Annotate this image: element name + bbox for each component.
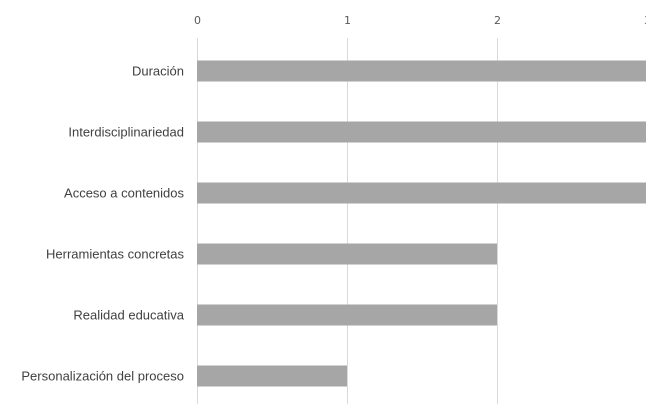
category-label-4: Realidad educativa bbox=[73, 308, 184, 323]
bars bbox=[197, 60, 646, 387]
x-axis-tick-labels: 0 1 2 3 bbox=[194, 14, 646, 27]
bar-4 bbox=[197, 304, 497, 326]
category-label-5: Personalización del proceso bbox=[21, 369, 184, 384]
bar-5 bbox=[197, 365, 347, 387]
category-label-2: Acceso a contenidos bbox=[64, 186, 184, 201]
x-tick-label-3: 3 bbox=[644, 14, 646, 27]
x-tick-label-2: 2 bbox=[494, 14, 501, 27]
bar-2 bbox=[197, 182, 646, 204]
category-label-1: Interdisciplinariedad bbox=[68, 125, 184, 140]
x-tick-label-0: 0 bbox=[194, 14, 201, 27]
category-label-3: Herramientas concretas bbox=[46, 247, 184, 262]
grid-lines bbox=[197, 38, 498, 404]
category-label-0: Duración bbox=[132, 64, 184, 79]
x-tick-label-1: 1 bbox=[344, 14, 351, 27]
bar-1 bbox=[197, 121, 646, 143]
category-labels: Duración Interdisciplinariedad Acceso a co… bbox=[21, 64, 184, 384]
bar-3 bbox=[197, 243, 497, 265]
bar-0 bbox=[197, 60, 646, 82]
